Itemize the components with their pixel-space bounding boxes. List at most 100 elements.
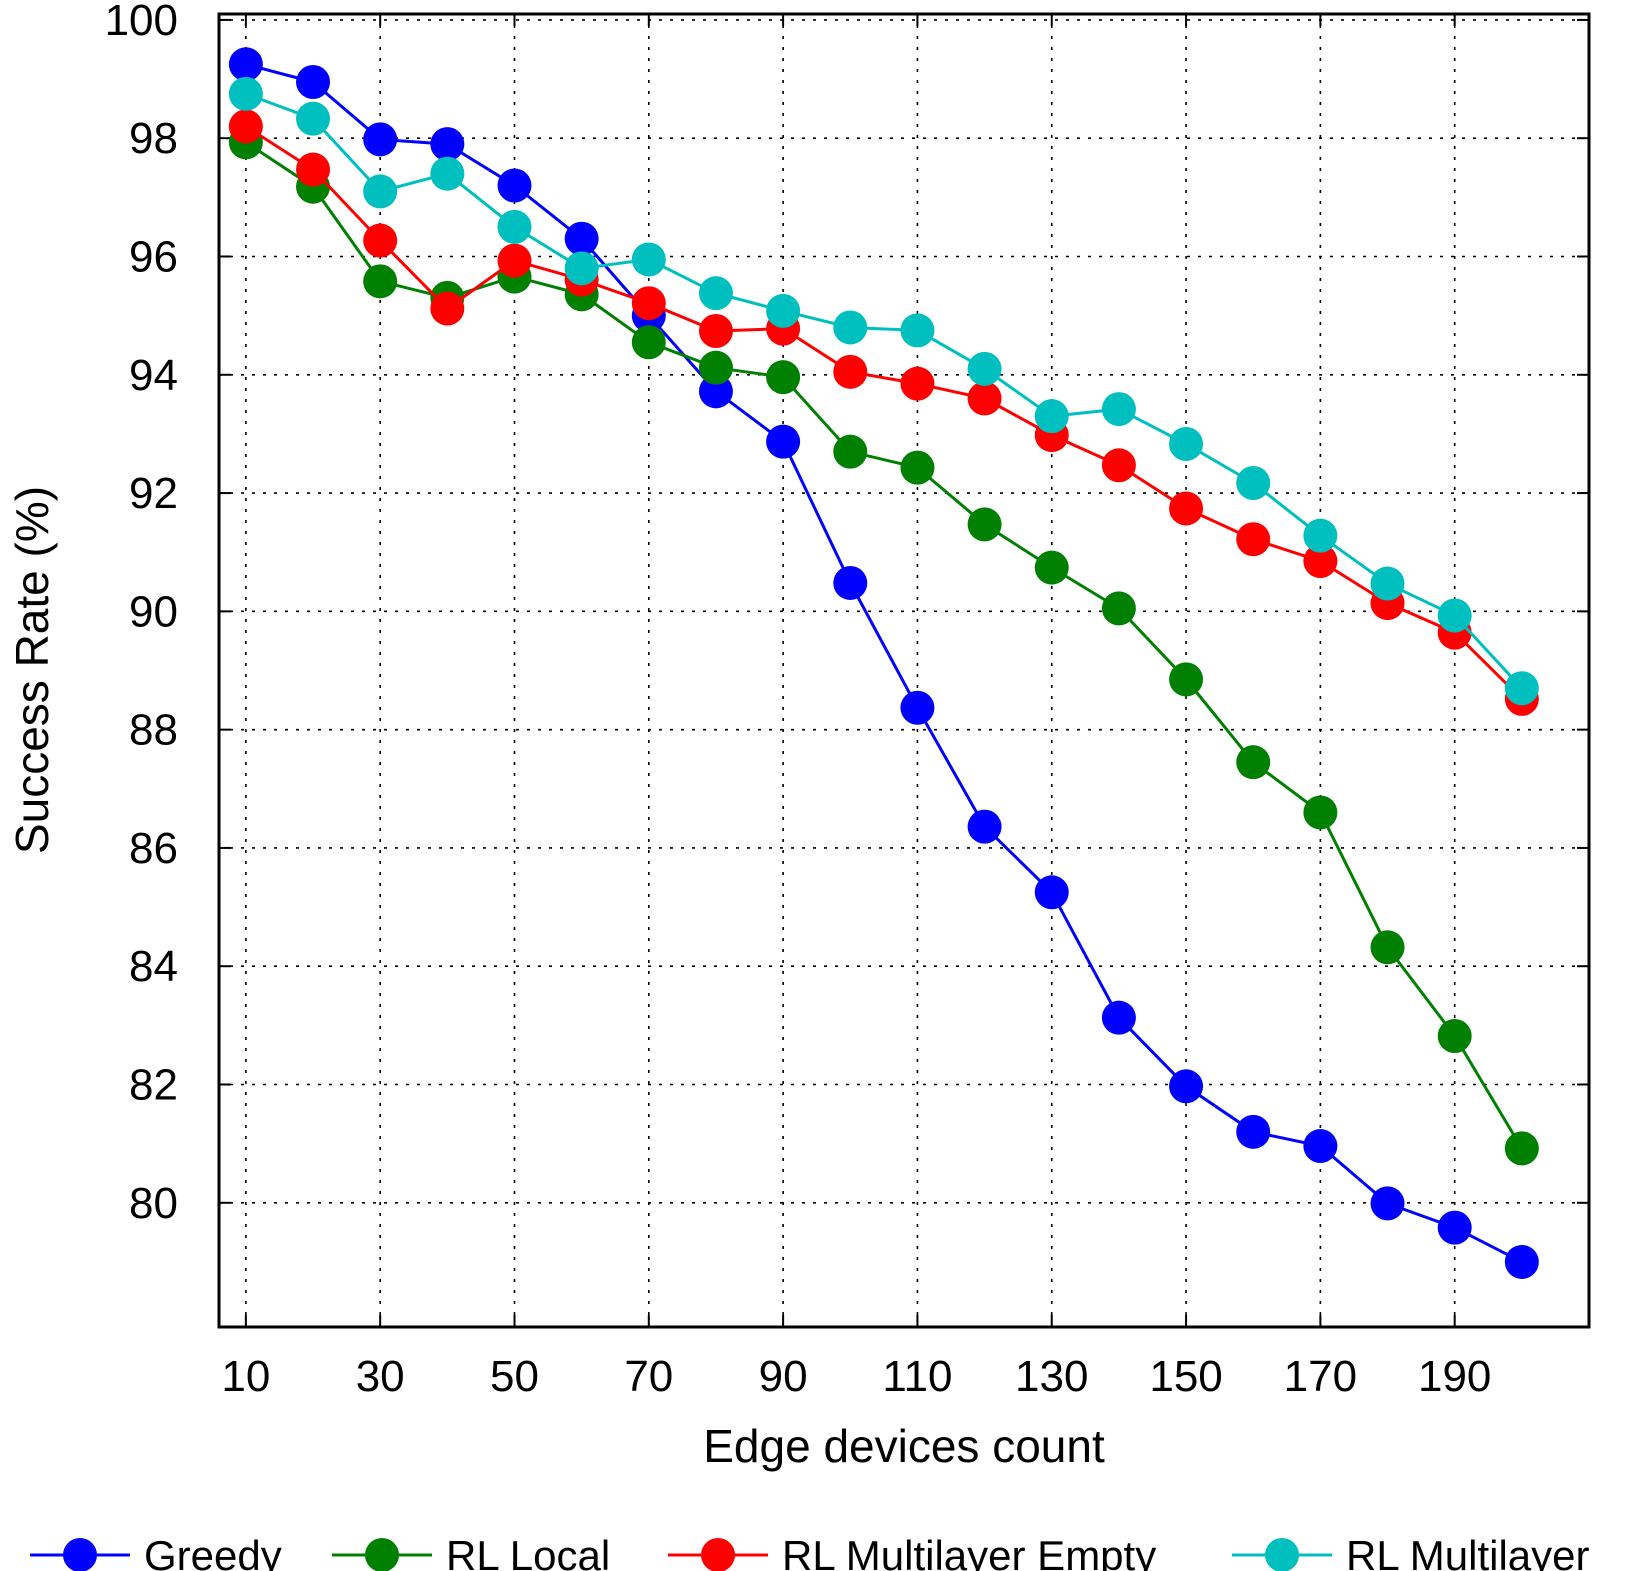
y-tick-label: 100 xyxy=(105,0,178,45)
data-point-rl-multilayer-empty xyxy=(296,152,331,187)
y-tick-label: 82 xyxy=(129,1061,178,1110)
y-tick-label: 90 xyxy=(129,587,178,636)
legend-label: RL Multilayer xyxy=(1346,1532,1590,1571)
data-point-rl-local xyxy=(1236,745,1271,780)
y-tick-label: 98 xyxy=(129,114,178,163)
data-point-greedy xyxy=(1303,1129,1338,1164)
data-point-greedy xyxy=(228,47,263,82)
series-line-rl-multilayer-empty xyxy=(245,125,1523,700)
x-tick-label: 190 xyxy=(1418,1352,1491,1401)
data-point-rl-multilayer xyxy=(698,276,733,311)
y-tick-label: 80 xyxy=(129,1179,178,1228)
data-point-rl-local xyxy=(1504,1131,1539,1166)
data-point-rl-local xyxy=(1169,662,1204,697)
series-greedy xyxy=(228,47,1539,1279)
series-rl-multilayer xyxy=(228,76,1539,706)
data-point-rl-multilayer xyxy=(228,76,263,111)
data-point-greedy xyxy=(564,221,599,256)
legend-marker xyxy=(701,1538,735,1571)
data-point-rl-multilayer xyxy=(497,209,532,244)
data-point-greedy xyxy=(698,374,733,409)
data-point-rl-local xyxy=(1303,795,1338,830)
x-tick-label: 50 xyxy=(490,1352,539,1401)
data-point-greedy xyxy=(296,65,331,100)
data-point-rl-local xyxy=(1437,1019,1472,1054)
data-point-greedy xyxy=(900,690,935,725)
data-point-rl-multilayer-empty xyxy=(1303,544,1338,579)
data-point-rl-multilayer-empty xyxy=(631,286,666,321)
legend-marker xyxy=(365,1538,399,1571)
data-point-rl-local xyxy=(631,325,666,360)
data-point-rl-multilayer xyxy=(564,251,599,286)
data-point-rl-local xyxy=(967,507,1002,542)
data-point-rl-multilayer xyxy=(296,101,331,136)
data-point-rl-multilayer xyxy=(967,351,1002,386)
data-point-rl-multilayer xyxy=(1504,671,1539,706)
data-point-greedy xyxy=(1504,1244,1539,1279)
series-line-greedy xyxy=(245,62,1523,1264)
data-point-rl-local xyxy=(1101,591,1136,626)
data-point-greedy xyxy=(1437,1210,1472,1245)
data-point-rl-multilayer-empty xyxy=(363,223,398,258)
grid-lines xyxy=(219,14,1589,1327)
data-point-rl-local xyxy=(833,434,868,469)
y-axis-ticks: 80 82 84 86 88 90 92 94 96 98 100 xyxy=(105,0,1589,1228)
x-tick-label: 70 xyxy=(624,1352,673,1401)
data-point-rl-multilayer xyxy=(363,174,398,209)
legend-item-greedy: Greedy xyxy=(30,1532,282,1571)
data-point-greedy xyxy=(967,809,1002,844)
data-point-rl-multilayer xyxy=(1034,399,1069,434)
data-point-greedy xyxy=(1236,1114,1271,1149)
data-point-greedy xyxy=(1169,1069,1204,1104)
x-tick-label: 110 xyxy=(882,1352,952,1401)
legend-item-rl-multilayer-empty: RL Multilayer Empty xyxy=(668,1532,1156,1571)
data-point-rl-multilayer xyxy=(1101,392,1136,427)
data-point-rl-multilayer xyxy=(631,242,666,277)
series-rl-multilayer-empty xyxy=(228,109,1539,716)
y-tick-label: 84 xyxy=(129,942,178,991)
data-point-rl-multilayer-empty xyxy=(1236,522,1271,557)
data-point-greedy xyxy=(1101,1000,1136,1035)
x-tick-label: 150 xyxy=(1149,1352,1222,1401)
data-point-greedy xyxy=(430,127,465,162)
x-tick-label: 130 xyxy=(1015,1352,1088,1401)
data-point-rl-local xyxy=(766,360,801,395)
y-axis-title: Success Rate (%) xyxy=(6,486,58,854)
data-point-rl-multilayer-empty xyxy=(698,314,733,349)
data-point-rl-multilayer-empty xyxy=(228,109,263,144)
data-point-rl-local xyxy=(698,350,733,385)
data-point-greedy xyxy=(833,565,868,600)
data-point-rl-local xyxy=(900,450,935,485)
y-tick-label: 92 xyxy=(129,469,178,518)
plot-frame xyxy=(217,12,1591,1329)
data-point-rl-multilayer xyxy=(1236,466,1271,501)
series-lines xyxy=(228,47,1539,1279)
data-point-rl-multilayer-empty xyxy=(1101,448,1136,483)
x-tick-label: 30 xyxy=(356,1352,405,1401)
data-point-rl-local xyxy=(1370,930,1405,965)
legend-label: RL Local xyxy=(446,1532,610,1571)
data-point-rl-multilayer xyxy=(1303,518,1338,553)
legend-marker xyxy=(63,1538,97,1571)
data-point-greedy xyxy=(497,168,532,203)
data-point-rl-multilayer xyxy=(1169,426,1204,461)
data-point-rl-multilayer-empty xyxy=(967,381,1002,416)
data-point-greedy xyxy=(766,424,801,459)
x-axis-title: Edge devices count xyxy=(703,1420,1105,1472)
data-point-rl-multilayer xyxy=(430,156,465,191)
series-rl-local xyxy=(228,125,1539,1166)
data-point-rl-local xyxy=(363,264,398,299)
legend-item-rl-multilayer: RL Multilayer xyxy=(1232,1532,1590,1571)
legend-label: Greedy xyxy=(144,1532,282,1571)
data-point-rl-multilayer-empty xyxy=(833,354,868,389)
data-point-rl-multilayer-empty xyxy=(430,291,465,326)
data-point-rl-multilayer-empty xyxy=(1169,491,1204,526)
data-point-rl-local xyxy=(1034,550,1069,585)
legend-item-rl-local: RL Local xyxy=(332,1532,610,1571)
data-point-rl-multilayer xyxy=(766,293,801,328)
data-point-rl-multilayer-empty xyxy=(497,243,532,278)
data-point-rl-multilayer xyxy=(900,313,935,348)
data-point-rl-multilayer xyxy=(833,310,868,345)
x-tick-label: 10 xyxy=(221,1352,270,1401)
